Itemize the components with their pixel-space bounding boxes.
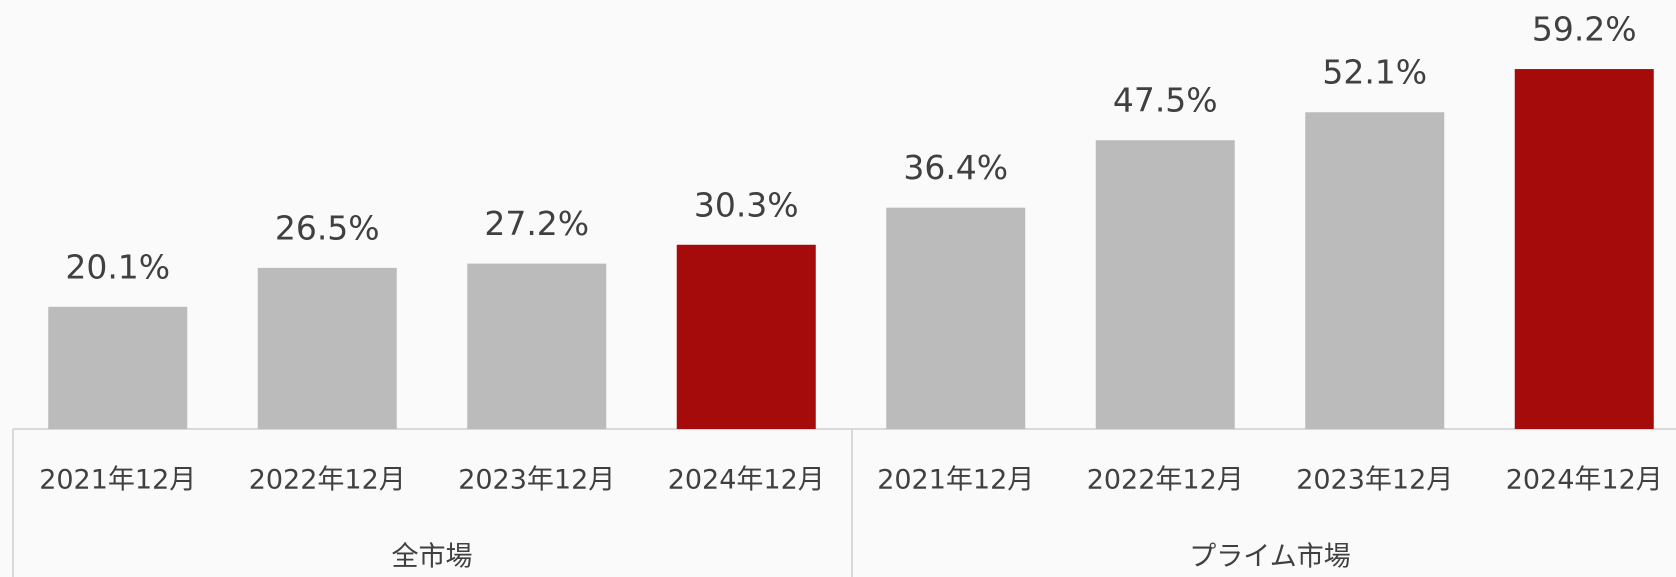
bar bbox=[1305, 112, 1445, 430]
value-label: 36.4% bbox=[903, 148, 1008, 187]
value-label: 26.5% bbox=[275, 208, 380, 247]
group-label: 全市場 bbox=[392, 542, 473, 573]
x-tick-label: 2022年12月 bbox=[249, 465, 406, 496]
x-tick-label: 2023年12月 bbox=[458, 465, 615, 496]
bar bbox=[886, 207, 1026, 429]
bar bbox=[48, 306, 188, 429]
x-tick-label: 2022年12月 bbox=[1087, 465, 1244, 496]
bar bbox=[1514, 69, 1654, 430]
group-label: プライム市場 bbox=[1189, 542, 1350, 573]
x-tick-label: 2021年12月 bbox=[39, 465, 196, 496]
bar bbox=[676, 244, 816, 429]
x-tick-label: 2021年12月 bbox=[877, 465, 1034, 496]
bar bbox=[1095, 140, 1235, 429]
value-label: 47.5% bbox=[1113, 81, 1218, 120]
value-label: 59.2% bbox=[1532, 10, 1637, 49]
value-label: 52.1% bbox=[1322, 53, 1427, 92]
bar bbox=[257, 267, 397, 429]
x-tick-label: 2024年12月 bbox=[1506, 465, 1663, 496]
x-tick-label: 2024年12月 bbox=[668, 465, 825, 496]
bar bbox=[467, 263, 607, 429]
value-label: 20.1% bbox=[65, 247, 170, 286]
value-label: 27.2% bbox=[484, 204, 589, 243]
x-tick-label: 2023年12月 bbox=[1296, 465, 1453, 496]
value-label: 30.3% bbox=[694, 185, 799, 224]
